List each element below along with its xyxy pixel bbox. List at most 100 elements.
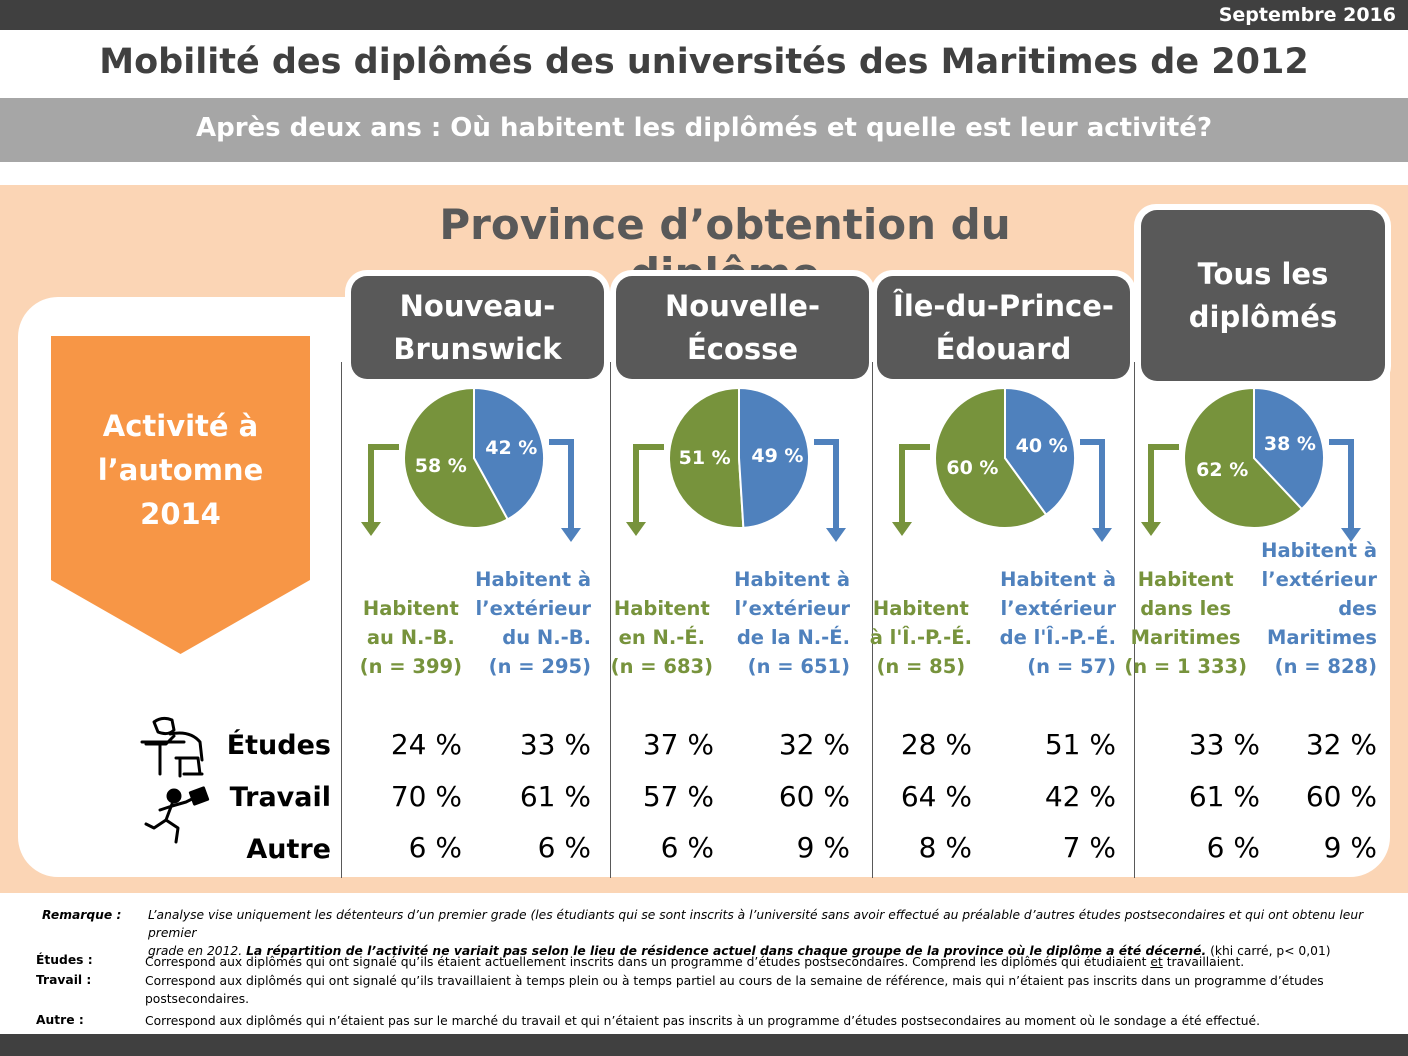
top-bar xyxy=(0,0,1408,30)
value-inside-ne-autre: 6 % xyxy=(660,831,714,864)
pie-label-inside-ne: 51 % xyxy=(678,447,731,470)
value-outside-ne-etudes: 32 % xyxy=(778,728,850,761)
group-header-ipe: Île-du-Prince- Édouard xyxy=(877,276,1130,379)
row-label-travail: Travail xyxy=(229,782,331,813)
value-inside-all-autre: 6 % xyxy=(1206,831,1260,864)
arrow-inside-ne xyxy=(633,444,664,524)
pie-slice-outside-ne xyxy=(738,386,810,529)
pie-slice-inside-nb xyxy=(403,386,510,529)
pie-label-outside-ne: 49 % xyxy=(751,444,804,467)
value-inside-ipe-etudes: 28 % xyxy=(900,728,972,761)
person-running-icon xyxy=(144,786,210,844)
bottom-bar xyxy=(0,1034,1408,1056)
value-inside-ipe-autre: 8 % xyxy=(918,831,972,864)
note-etudes-et: et xyxy=(1150,955,1163,969)
left-label-nb: Habitent au N.-B. (n = 399) xyxy=(359,597,462,678)
note-key-remarque: Remarque : xyxy=(42,908,122,922)
arrow-inside-ipe xyxy=(899,444,930,524)
column-separator xyxy=(872,362,873,878)
pie-label-outside-ipe: 40 % xyxy=(1015,434,1068,457)
row-label-autre: Autre xyxy=(246,834,331,865)
publication-date: Septembre 2016 xyxy=(1218,4,1396,26)
right-label-ipe: Habitent à l’extérieur de l'Î.-P.-É. (n … xyxy=(999,568,1116,678)
pie-slice-inside-ne xyxy=(668,386,745,529)
pie-slice-outside-all xyxy=(1253,386,1325,511)
note-etudes-b: travaillaient. xyxy=(1162,955,1245,969)
note-remarque-line1: L’analyse vise uniquement les détenteurs… xyxy=(148,908,1364,940)
pie-label-inside-ipe: 60 % xyxy=(946,457,999,480)
value-inside-all-etudes: 33 % xyxy=(1188,728,1260,761)
arrow-outside-ne xyxy=(814,439,839,530)
arrow-outside-nb xyxy=(549,439,574,530)
note-key-autre: Autre : xyxy=(36,1013,84,1027)
value-inside-ipe-travail: 64 % xyxy=(900,780,972,813)
value-outside-all-etudes: 32 % xyxy=(1305,728,1377,761)
arrowhead-inside-all xyxy=(1141,522,1161,536)
value-outside-nb-autre: 6 % xyxy=(537,831,591,864)
arrow-inside-nb xyxy=(368,444,399,524)
row-label-etudes: Études xyxy=(226,730,331,761)
value-inside-nb-etudes: 24 % xyxy=(390,728,462,761)
page-subtitle: Après deux ans : Où habitent les diplômé… xyxy=(195,113,1213,143)
arrowhead-outside-all xyxy=(1341,528,1361,542)
value-inside-all-travail: 61 % xyxy=(1188,780,1260,813)
note-key-travail: Travail : xyxy=(36,973,92,987)
right-label-all: Habitent à l’extérieur des Maritimes (n … xyxy=(1261,539,1377,678)
activity-banner xyxy=(51,336,310,654)
pie-label-outside-all: 38 % xyxy=(1263,432,1316,455)
arrowhead-outside-ne xyxy=(826,528,846,542)
left-label-ne: Habitent en N.-É. (n = 683) xyxy=(610,597,713,678)
value-inside-ne-travail: 57 % xyxy=(642,780,714,813)
arrowhead-outside-ipe xyxy=(1092,528,1112,542)
page-title: Mobilité des diplômés des universités de… xyxy=(99,42,1309,82)
value-outside-all-autre: 9 % xyxy=(1323,831,1377,864)
note-remarque: L’analyse vise uniquement les détenteurs… xyxy=(148,906,1380,960)
arrowhead-inside-nb xyxy=(361,522,381,536)
column-separator xyxy=(1134,362,1135,878)
value-inside-nb-travail: 70 % xyxy=(390,780,462,813)
pie-slice-outside-ipe xyxy=(1004,386,1076,517)
value-outside-ipe-travail: 42 % xyxy=(1044,780,1116,813)
note-autre: Correspond aux diplômés qui n’étaient pa… xyxy=(145,1014,1260,1028)
pie-slice-inside-ipe xyxy=(934,386,1048,529)
pie-label-outside-nb: 42 % xyxy=(485,436,538,459)
subtitle-bar xyxy=(0,98,1408,162)
right-label-ne: Habitent à l’extérieur de la N.-É. (n = … xyxy=(734,568,850,678)
arrow-inside-all xyxy=(1148,444,1179,524)
arrowhead-outside-nb xyxy=(561,528,581,542)
value-outside-ne-travail: 60 % xyxy=(778,780,850,813)
left-label-all: Habitent dans les Maritimes (n = 1 333) xyxy=(1124,568,1247,678)
note-remarque-line2a: grade en 2012. xyxy=(148,944,247,958)
pie-slice-inside-all xyxy=(1183,386,1304,529)
arrow-outside-all xyxy=(1329,439,1354,530)
arrowhead-inside-ne xyxy=(626,522,646,536)
arrowhead-inside-ipe xyxy=(892,522,912,536)
value-outside-ne-autre: 9 % xyxy=(796,831,850,864)
note-etudes: Correspond aux diplômés qui ont signalé … xyxy=(145,953,1380,971)
group-header-ne: Nouvelle- Écosse xyxy=(616,276,869,379)
note-remarque-line2c: (khi carré, p< 0,01) xyxy=(1206,944,1331,958)
student-studying-icon xyxy=(140,716,204,778)
note-travail: Correspond aux diplômés qui ont signalé … xyxy=(145,974,1324,1006)
pie-label-inside-nb: 58 % xyxy=(414,455,467,478)
pie-slice-outside-nb xyxy=(473,386,545,521)
column-separator xyxy=(610,362,611,878)
note-key-etudes: Études : xyxy=(36,953,93,967)
value-outside-nb-etudes: 33 % xyxy=(519,728,591,761)
pie-label-inside-all: 62 % xyxy=(1196,459,1249,482)
value-outside-nb-travail: 61 % xyxy=(519,780,591,813)
note-remarque-line2b: La répartition de l’activité ne variait … xyxy=(246,944,1207,958)
value-outside-ipe-etudes: 51 % xyxy=(1044,728,1116,761)
note-etudes-a: Correspond aux diplômés qui ont signalé … xyxy=(145,955,1151,969)
arrow-outside-ipe xyxy=(1080,439,1105,530)
activity-banner-shape xyxy=(51,336,310,654)
value-outside-all-travail: 60 % xyxy=(1305,780,1377,813)
value-inside-nb-autre: 6 % xyxy=(408,831,462,864)
column-separator xyxy=(341,362,342,878)
group-header-all: Tous les diplômés xyxy=(1141,210,1385,381)
left-label-ipe: Habitent à l'Î.-P.-É. (n = 85) xyxy=(869,597,972,678)
right-label-nb: Habitent à l’extérieur du N.-B. (n = 295… xyxy=(475,568,591,678)
group-header-nb: Nouveau- Brunswick xyxy=(351,276,604,379)
activity-label: Activité à l’automne 2014 xyxy=(97,409,264,532)
